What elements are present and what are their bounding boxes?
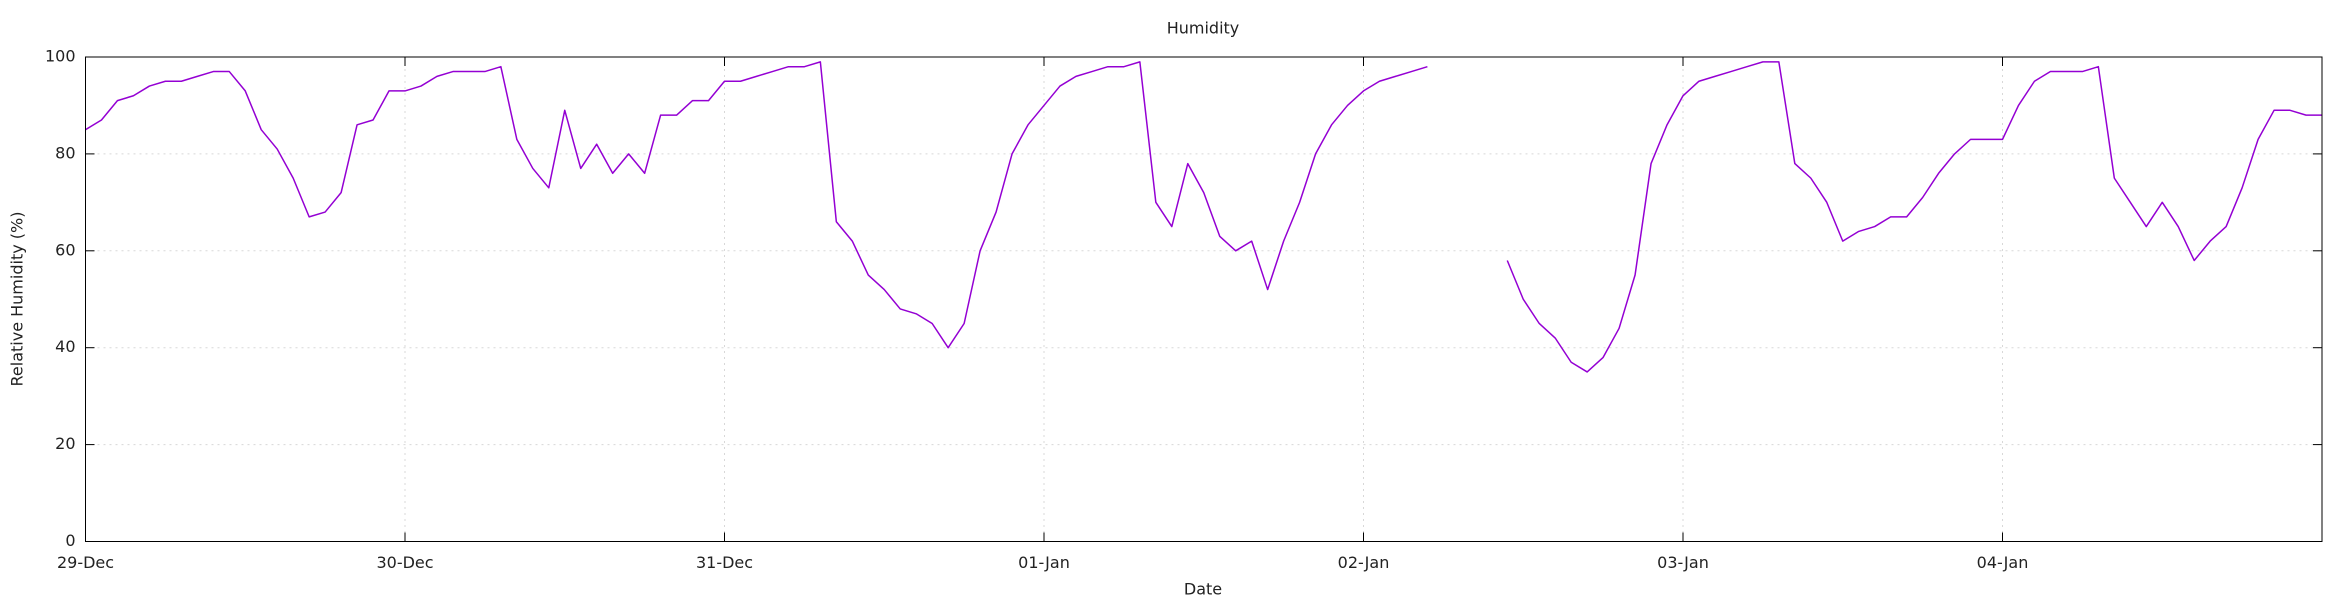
y-axis-label: Relative Humidity (%) [8, 212, 27, 387]
plot [85, 61, 2322, 373]
x-tick-label: 04-Jan [1977, 553, 2029, 572]
y-tick-label: 80 [55, 143, 75, 162]
y-tick-label: 40 [55, 337, 75, 356]
y-tick-label: 20 [55, 434, 75, 453]
chart-title: Humidity [1167, 19, 1240, 38]
y-tick-label: 100 [45, 47, 76, 66]
x-axis-label: Date [1184, 580, 1222, 599]
grid [85, 56, 2322, 542]
y-tick-label: 0 [65, 531, 75, 550]
x-tick-label: 29-Dec [57, 553, 114, 572]
data-line [85, 61, 2322, 373]
x-tick-label: 03-Jan [1657, 553, 1709, 572]
x-tick-label: 02-Jan [1338, 553, 1390, 572]
x-tick-label: 01-Jan [1018, 553, 1070, 572]
x-tick-label: 31-Dec [696, 553, 753, 572]
y-tick-label: 60 [55, 240, 75, 259]
x-tick-label: 30-Dec [376, 553, 433, 572]
plot-frame [85, 56, 2323, 542]
